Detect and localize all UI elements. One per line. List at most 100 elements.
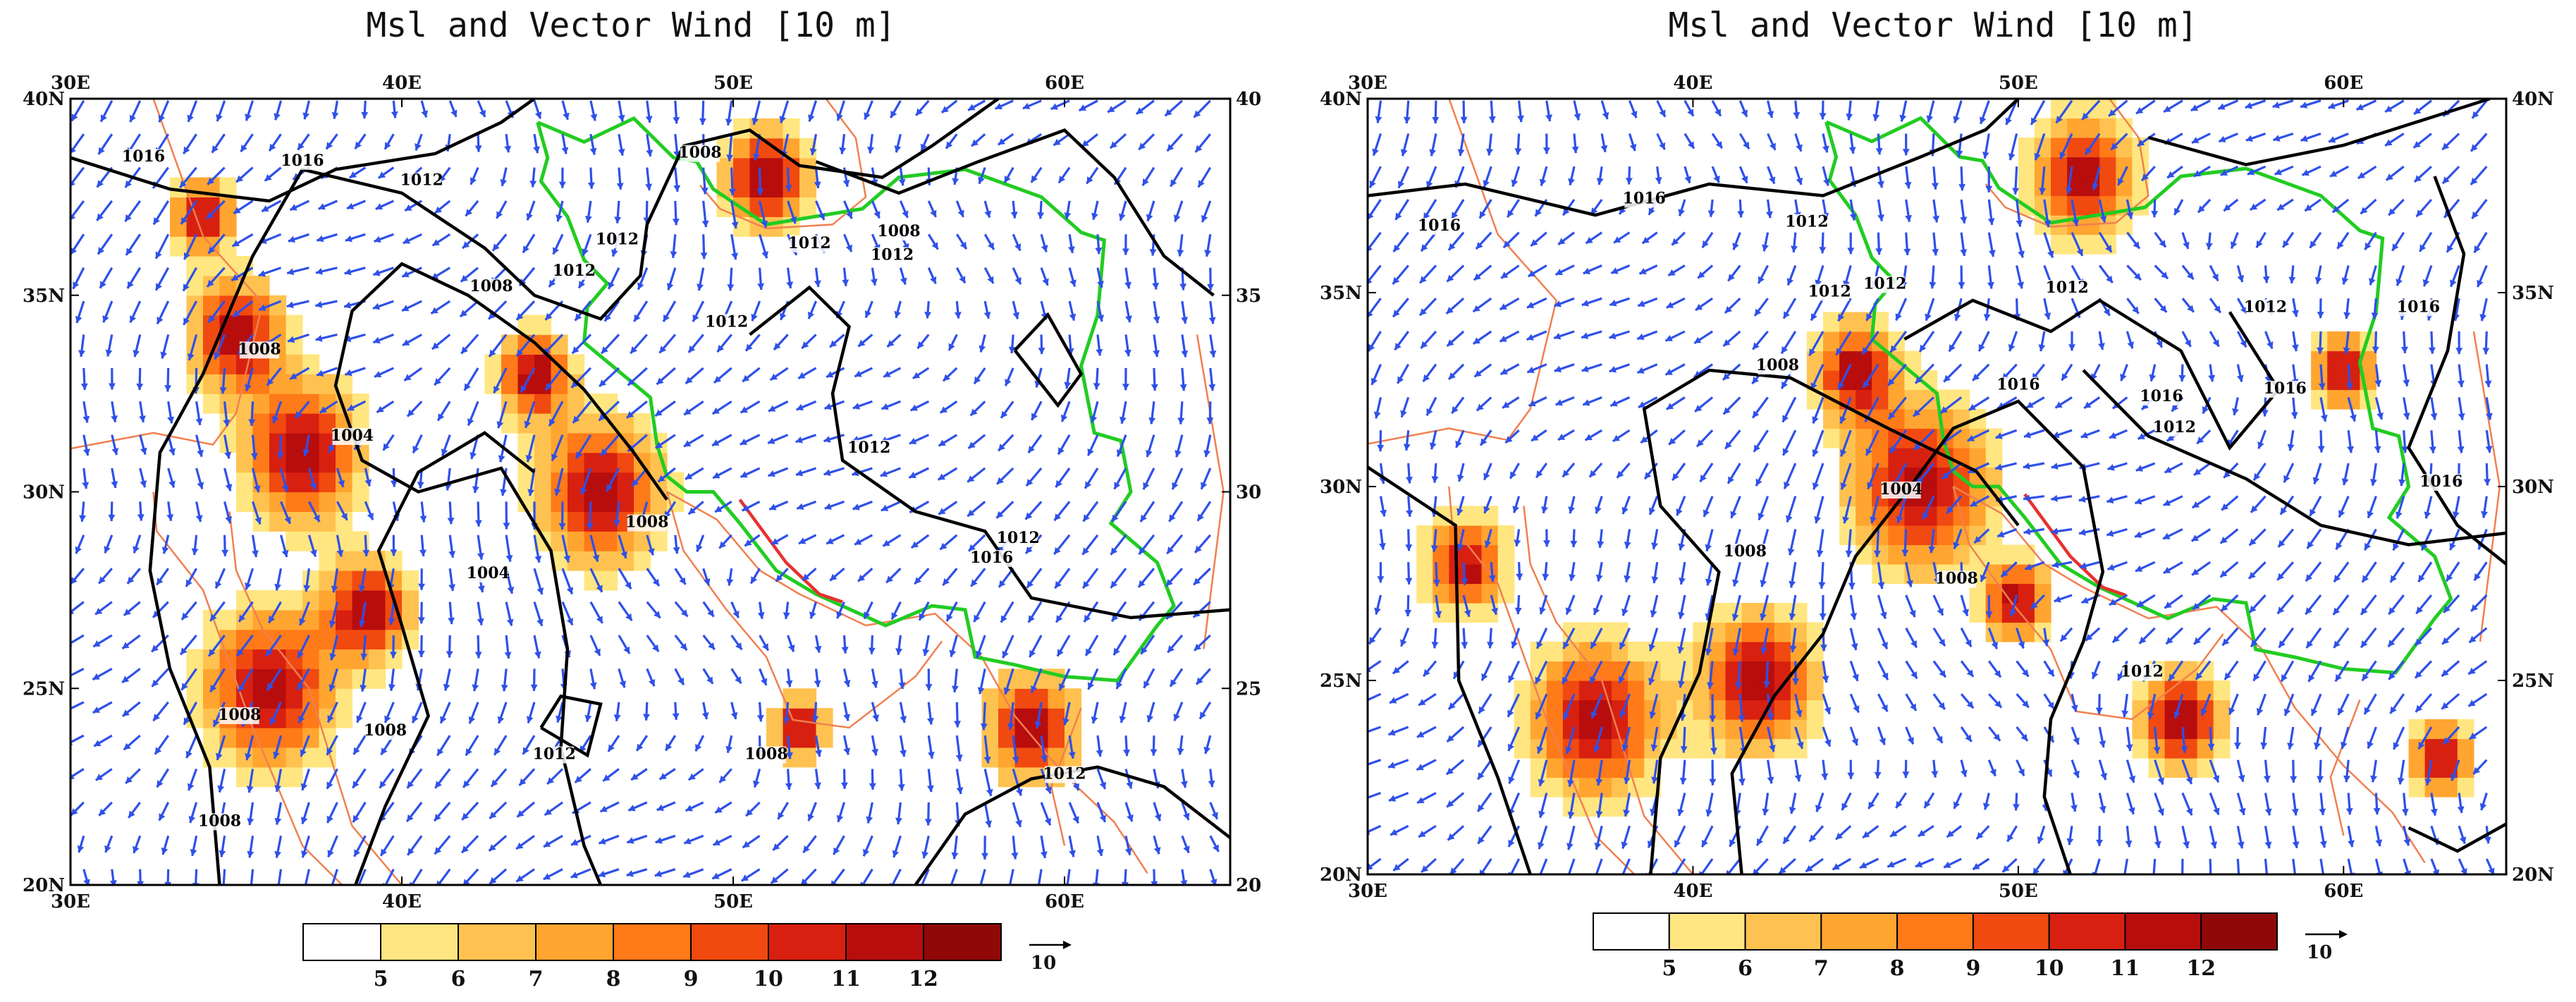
shade-cell [501, 374, 518, 394]
y-tick-label-left: 35N [23, 286, 65, 307]
wind-vector [2210, 859, 2211, 881]
shade-cell [1579, 739, 1596, 759]
shade-cell [1807, 719, 1824, 739]
shade-cell [1416, 525, 1433, 545]
shade-cell [2327, 390, 2344, 410]
shade-cell [2051, 176, 2068, 196]
isobar-label: 1012 [533, 745, 576, 764]
shade-cell [2409, 778, 2426, 798]
isobar-label: 1012 [1785, 213, 1828, 231]
isobar-label: 1012 [400, 171, 443, 190]
shade-cell [799, 178, 816, 198]
shade-cell [2018, 138, 2035, 157]
colorbar-label: 5 [374, 967, 388, 991]
shade-cell [651, 531, 668, 551]
shade-cell [2018, 545, 2035, 565]
shade-cell [1839, 525, 1856, 545]
shade-cell [568, 551, 584, 571]
shade-cell [269, 413, 286, 434]
shade-cell [1547, 700, 1564, 720]
shade-cell [2083, 235, 2100, 255]
shade-cell [2035, 584, 2051, 604]
isobar-label: 1016 [970, 549, 1013, 567]
shade-cell [766, 708, 783, 728]
shade-cell [2099, 99, 2116, 118]
shade-cell [1563, 680, 1580, 700]
shade-cell [1888, 564, 1905, 584]
shade-cell [336, 570, 352, 591]
shade-cell [1823, 409, 1840, 429]
shade-cell [584, 393, 601, 414]
shade-cell [1774, 739, 1791, 759]
shade-cell [1742, 623, 1759, 642]
shade-cell [1579, 623, 1596, 642]
shade-cell [253, 630, 270, 650]
shade-cell [352, 590, 369, 611]
isobar-label: 1012 [997, 529, 1040, 547]
isobar-label: 1004 [467, 564, 510, 582]
shade-cell [286, 728, 303, 748]
shade-cell [1465, 584, 1482, 604]
shade-cell [1579, 797, 1596, 817]
wind-vector-head [2207, 875, 2214, 881]
shade-cell [253, 433, 270, 453]
shade-cell [236, 433, 253, 453]
shade-cell [286, 492, 303, 513]
y-tick-label-right: 40N [1236, 89, 1262, 110]
shade-cell [2051, 196, 2068, 216]
shade-cell [750, 158, 767, 178]
colorbar-box [691, 924, 768, 960]
shade-cell [1482, 584, 1499, 604]
shade-cell [269, 688, 286, 709]
shade-cell [799, 197, 816, 217]
colorbar-box [613, 924, 691, 960]
shade-cell [236, 590, 253, 611]
shade-cell [1547, 642, 1564, 661]
shade-cell [733, 178, 750, 198]
shade-cell [253, 590, 270, 611]
shade-cell [799, 728, 816, 748]
shade-cell [203, 216, 220, 237]
isobar-label: 1008 [364, 721, 407, 740]
isobar-label: 1008 [678, 144, 721, 162]
shade-cell [203, 393, 220, 414]
shade-cell [253, 413, 270, 434]
shade-cell [2197, 680, 2214, 700]
isobar-label: 1012 [847, 439, 890, 457]
shade-cell [733, 158, 750, 178]
shade-cell [2116, 118, 2133, 138]
shade-cell [1482, 545, 1499, 565]
shade-cell [1807, 700, 1824, 720]
shade-cell [584, 453, 601, 473]
shade-cell [302, 688, 319, 709]
shade-cell [369, 630, 386, 650]
isobar-label: 1008 [198, 812, 241, 830]
shade-cell [1595, 680, 1612, 700]
shade-cell [1774, 603, 1791, 623]
shade-cell [319, 590, 336, 611]
shade-cell [1856, 390, 1872, 410]
shade-cell [1612, 758, 1629, 778]
shade-cell [2165, 739, 2182, 759]
shade-cell [269, 374, 286, 394]
shade-cell [369, 649, 386, 670]
shade-cell [1547, 661, 1564, 681]
shade-cell [2214, 700, 2231, 720]
shade-cell [302, 492, 319, 513]
shade-cell [534, 374, 551, 394]
isobar-label: 1012 [871, 246, 914, 264]
shade-cell [534, 433, 551, 453]
shade-cell [2425, 758, 2442, 778]
shade-cell [601, 453, 618, 473]
shade-cell [799, 688, 816, 709]
shade-cell [2002, 545, 2019, 565]
shade-cell [1920, 525, 1937, 545]
shade-cell [2018, 584, 2035, 604]
shade-cell [269, 511, 286, 532]
shade-cell [319, 511, 336, 532]
y-tick-label-left: 20N [23, 875, 65, 896]
shade-cell [534, 492, 551, 513]
shade-cell [2214, 719, 2231, 739]
shade-cell [1612, 623, 1629, 642]
shade-cell [2458, 739, 2474, 759]
